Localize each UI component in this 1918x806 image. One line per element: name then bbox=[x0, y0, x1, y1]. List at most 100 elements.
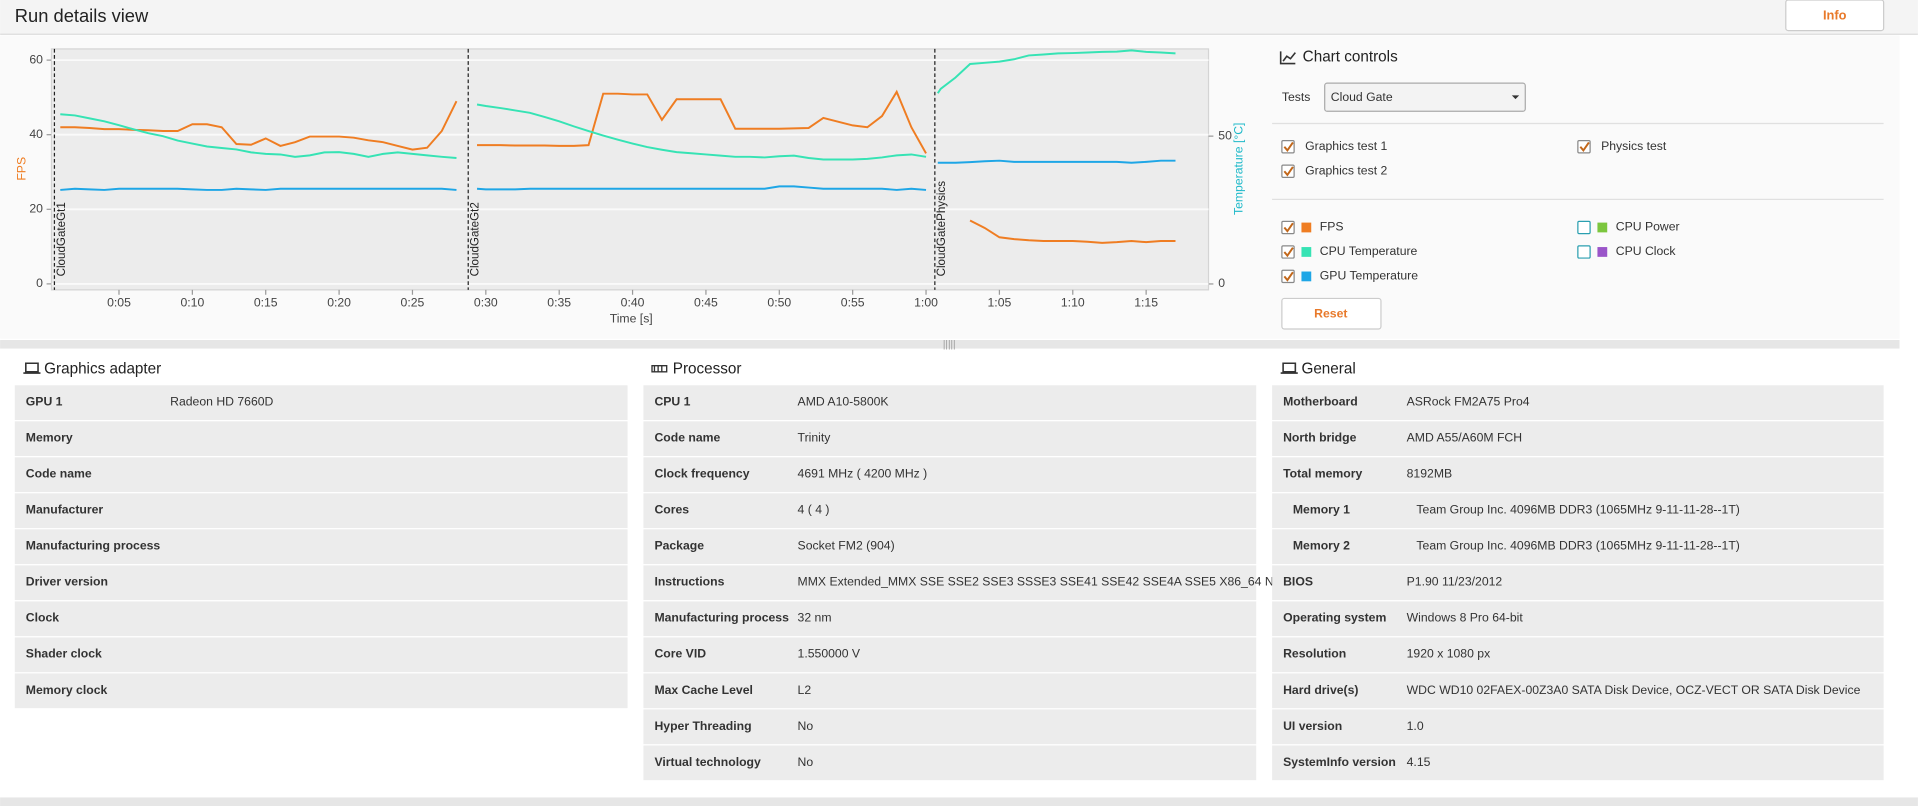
table-row bbox=[643, 493, 1257, 529]
section-icon bbox=[1280, 362, 1298, 374]
section-icon bbox=[23, 362, 41, 374]
legend-swatch bbox=[1301, 271, 1312, 282]
x-tick-label: 0:40 bbox=[621, 296, 645, 310]
row-value: AMD A10-5800K bbox=[798, 395, 890, 409]
table-row bbox=[1272, 421, 1884, 457]
series-line bbox=[60, 89, 1176, 244]
legend-label[interactable]: FPS bbox=[1320, 220, 1344, 234]
row-label: SystemInfo version bbox=[1283, 755, 1396, 769]
test-label[interactable]: Graphics test 2 bbox=[1305, 163, 1387, 177]
legend-label[interactable]: CPU Clock bbox=[1616, 244, 1677, 258]
row-value: 1.0 bbox=[1407, 719, 1424, 733]
x-tick-label: 0:50 bbox=[767, 296, 791, 310]
table-row bbox=[643, 565, 1257, 601]
row-label: Instructions bbox=[654, 575, 724, 589]
table-row bbox=[14, 637, 628, 673]
row-value: 4.15 bbox=[1407, 755, 1431, 769]
y-tick-label: 0 bbox=[36, 276, 43, 290]
table-row bbox=[643, 601, 1257, 637]
x-axis-label: Time [s] bbox=[610, 311, 653, 325]
x-tick-label: 1:10 bbox=[1061, 296, 1085, 310]
table-row bbox=[1272, 709, 1884, 745]
table-row bbox=[1272, 745, 1884, 781]
section-icon bbox=[651, 365, 668, 373]
legend-label[interactable]: GPU Temperature bbox=[1320, 269, 1418, 283]
x-tick-label: 0:10 bbox=[180, 296, 204, 310]
x-tick-label: 0:20 bbox=[327, 296, 351, 310]
test-checkbox-check bbox=[1579, 141, 1590, 153]
info-button-label[interactable]: Info bbox=[1823, 7, 1847, 22]
page-title: Run details view bbox=[15, 5, 149, 26]
x-tick-label: 0:45 bbox=[694, 296, 718, 310]
test-checkbox-check bbox=[1283, 166, 1294, 177]
x-tick-label: 1:05 bbox=[988, 296, 1012, 310]
info-button[interactable] bbox=[1785, 0, 1885, 32]
test-marker-label: CloudGatePhysics bbox=[935, 181, 948, 277]
series-line bbox=[60, 159, 1176, 191]
table-row bbox=[643, 457, 1257, 493]
row-label: North bridge bbox=[1283, 431, 1357, 445]
table-row bbox=[1272, 529, 1884, 565]
legend-label[interactable]: CPU Temperature bbox=[1320, 244, 1418, 258]
row-label: Memory 1 bbox=[1293, 503, 1350, 517]
tests-select[interactable] bbox=[1324, 82, 1526, 112]
tests-select-value[interactable]: Cloud Gate bbox=[1331, 90, 1393, 104]
test-marker-label: CloudGateGt1 bbox=[55, 202, 68, 276]
row-label: Package bbox=[654, 539, 704, 553]
row-label: Manufacturing process bbox=[26, 539, 161, 553]
test-checkbox-check bbox=[1283, 141, 1294, 153]
row-value: 4 ( 4 ) bbox=[798, 503, 830, 517]
row-value: ASRock FM2A75 Pro4 bbox=[1407, 395, 1530, 409]
y2-tick-label: 50 bbox=[1218, 128, 1232, 142]
row-label: Clock frequency bbox=[654, 467, 749, 481]
x-tick-label: 1:00 bbox=[914, 296, 938, 310]
test-marker-label: CloudGateGt2 bbox=[469, 202, 482, 276]
row-label: Hyper Threading bbox=[654, 719, 751, 733]
row-label: Manufacturer bbox=[26, 503, 104, 517]
row-value: Team Group Inc. 4096MB DDR3 (1065MHz 9-1… bbox=[1416, 539, 1739, 553]
x-tick-label: 0:15 bbox=[254, 296, 278, 310]
row-label: Memory clock bbox=[26, 683, 108, 697]
row-label: Max Cache Level bbox=[654, 683, 752, 697]
series-checkbox[interactable] bbox=[1577, 245, 1591, 259]
y-tick-label: 20 bbox=[29, 202, 43, 216]
row-label: Code name bbox=[26, 467, 92, 481]
row-value: MMX Extended_MMX SSE SSE2 SSE3 SSSE3 SSE… bbox=[798, 575, 1312, 589]
header-bar bbox=[0, 0, 1918, 35]
y-axis-label: FPS bbox=[14, 157, 28, 181]
legend-swatch bbox=[1301, 247, 1312, 257]
series-checkbox-check bbox=[1283, 247, 1294, 258]
legend-swatch bbox=[1597, 222, 1608, 233]
row-value: No bbox=[798, 719, 814, 733]
plot-lines bbox=[60, 49, 1176, 244]
reset-button[interactable] bbox=[1281, 297, 1382, 330]
test-label[interactable]: Graphics test 1 bbox=[1305, 139, 1387, 153]
table-row bbox=[643, 385, 1257, 421]
row-value: 4691 MHz ( 4200 MHz ) bbox=[798, 467, 928, 481]
row-label: Virtual technology bbox=[654, 755, 761, 769]
row-label: Clock bbox=[26, 611, 59, 625]
legend-label[interactable]: CPU Power bbox=[1616, 220, 1680, 234]
section-title: Graphics adapter bbox=[44, 360, 161, 377]
chart-controls-title: Chart controls bbox=[1303, 49, 1398, 66]
row-value: No bbox=[798, 755, 814, 769]
reset-button-label[interactable]: Reset bbox=[1314, 307, 1347, 321]
table-row bbox=[14, 385, 628, 421]
tests-label: Tests bbox=[1282, 90, 1311, 104]
test-label[interactable]: Physics test bbox=[1601, 139, 1667, 153]
table-row bbox=[1272, 493, 1884, 529]
row-label: Cores bbox=[654, 503, 689, 517]
table-row bbox=[1272, 601, 1884, 637]
splitter[interactable] bbox=[0, 340, 1900, 349]
row-value: Team Group Inc. 4096MB DDR3 (1065MHz 9-1… bbox=[1416, 503, 1739, 517]
row-label: Motherboard bbox=[1283, 395, 1358, 409]
series-checkbox-check bbox=[1283, 222, 1294, 233]
table-row bbox=[14, 529, 628, 565]
table-row bbox=[14, 601, 628, 637]
table-row bbox=[643, 637, 1257, 673]
series-checkbox[interactable] bbox=[1577, 220, 1591, 235]
table-row bbox=[643, 673, 1257, 709]
table-row bbox=[1272, 457, 1884, 493]
chart-icon bbox=[1279, 51, 1296, 65]
